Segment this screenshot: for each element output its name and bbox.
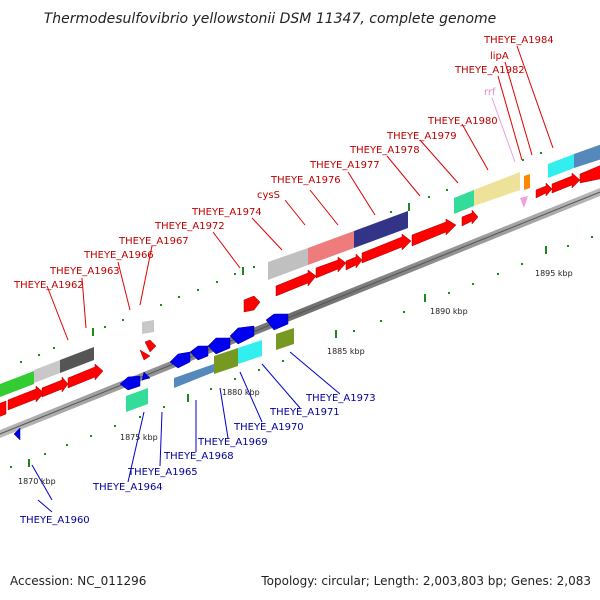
gene-feature — [207, 337, 231, 355]
tick-label: 1870 kbp — [18, 477, 56, 486]
gene-block — [0, 371, 34, 397]
gene-feature — [13, 427, 21, 441]
genome-summary: Topology: circular; Length: 2,003,803 bp… — [260, 574, 591, 588]
gene-feature — [119, 375, 141, 391]
gene-feature — [461, 209, 479, 227]
gene-label: cysS — [257, 190, 280, 201]
gene-feature — [169, 351, 191, 369]
gene-block — [34, 360, 60, 383]
tick-label: 1895 kbp — [535, 269, 573, 278]
gene-label: THEYE_A1984 — [483, 35, 554, 46]
gene-block — [574, 144, 600, 168]
gene-feature — [411, 218, 457, 247]
gene-block — [454, 190, 474, 214]
rrna-marker — [520, 196, 528, 208]
gene-feature — [41, 376, 69, 398]
gene-feature — [144, 339, 157, 353]
gene-feature — [551, 172, 581, 194]
forward-genes — [0, 165, 600, 417]
gene-label: THEYE_A1977 — [309, 160, 380, 171]
gene-feature — [67, 363, 104, 389]
gene-label: THEYE_A1970 — [233, 422, 304, 433]
tick-label: 1875 kbp — [120, 433, 158, 442]
gene-label: THEYE_A1968 — [163, 451, 234, 462]
gene-label: THEYE_A1966 — [83, 250, 154, 261]
gene-feature — [229, 325, 255, 345]
gene-block — [126, 388, 148, 412]
gene-label: THEYE_A1980 — [427, 116, 498, 127]
gene-feature — [7, 385, 45, 411]
gene-feature — [243, 295, 261, 313]
gene-label: THEYE_A1971 — [269, 407, 340, 418]
gene-label: THEYE_A1972 — [154, 221, 225, 232]
gene-feature — [579, 165, 600, 184]
tick-label: 1885 kbp — [327, 347, 365, 356]
gene-block — [524, 174, 530, 190]
gene-feature — [535, 182, 553, 199]
gene-feature — [139, 349, 151, 361]
gene-block — [142, 320, 154, 334]
gene-feature — [361, 233, 412, 264]
gene-label: THEYE_A1974 — [191, 207, 262, 218]
gene-label: THEYE_A1965 — [127, 467, 198, 478]
gene-label: THEYE_A1960 — [19, 515, 90, 526]
gene-block — [474, 172, 520, 206]
accession-text: Accession: NC_011296 — [10, 574, 146, 588]
gene-label: THEYE_A1978 — [349, 145, 420, 156]
scale-ticks — [10, 148, 594, 468]
gene-block — [308, 231, 354, 265]
gene-block — [268, 248, 308, 280]
gene-feature — [189, 345, 209, 361]
reverse-genes — [13, 313, 289, 441]
gene-label: THEYE_A1973 — [305, 393, 376, 404]
genome-backbone — [0, 188, 600, 438]
gene-block — [214, 348, 238, 374]
tick-labels: 1870 kbp 1875 kbp 1880 kbp 1885 kbp 1890… — [18, 269, 573, 486]
gene-label: rrf — [484, 87, 496, 98]
gene-label: THEYE_A1964 — [92, 482, 163, 493]
gene-label: THEYE_A1963 — [49, 266, 120, 277]
gene-block — [238, 340, 262, 364]
leader-lines — [31, 45, 554, 513]
gene-feature — [345, 253, 363, 271]
tick-label: 1890 kbp — [430, 307, 468, 316]
tick-label: 1880 kbp — [222, 388, 260, 397]
gene-label: THEYE_A1979 — [386, 131, 457, 142]
gene-label: THEYE_A1969 — [197, 437, 268, 448]
gene-feature — [315, 256, 347, 279]
bottom-gene-labels: THEYE_A1960 THEYE_A1964 THEYE_A1965 THEY… — [19, 393, 376, 526]
gene-block — [276, 328, 294, 350]
gene-label: lipA — [490, 51, 509, 62]
gene-feature — [141, 371, 151, 381]
gene-feature — [265, 313, 289, 331]
gene-label: THEYE_A1982 — [454, 65, 525, 76]
gene-label: THEYE_A1962 — [13, 280, 84, 291]
gene-block — [174, 364, 214, 388]
function-blocks — [0, 144, 600, 412]
gene-block — [354, 211, 408, 248]
gene-label: THEYE_A1967 — [118, 236, 189, 247]
gene-label: THEYE_A1976 — [270, 175, 341, 186]
top-gene-labels: THEYE_A1962 THEYE_A1963 THEYE_A1966 THEY… — [13, 35, 554, 291]
gene-block — [548, 154, 574, 178]
map-title: Thermodesulfovibrio yellowstonii DSM 113… — [44, 11, 497, 27]
gene-feature — [275, 269, 317, 297]
gene-block — [60, 347, 94, 373]
gene-feature — [0, 400, 7, 417]
